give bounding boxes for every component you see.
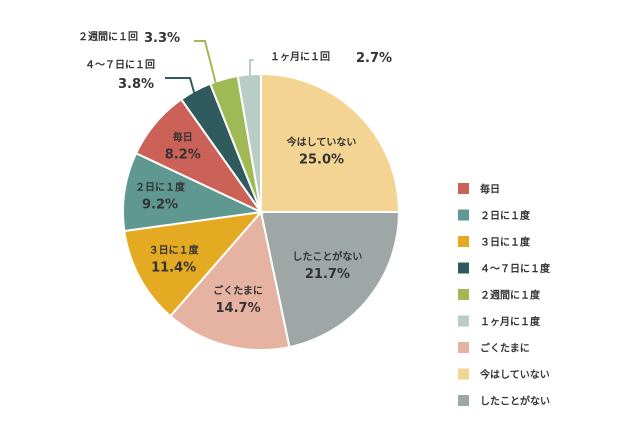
legend-swatch-4 xyxy=(458,289,469,300)
slice-label-value-7: 3.3% xyxy=(144,31,180,46)
legend-swatch-1 xyxy=(458,209,469,221)
legend-swatch-5 xyxy=(458,315,469,327)
slice-label-name-2: ごくたまに xyxy=(213,284,263,297)
legend-swatch-7 xyxy=(458,368,469,380)
legend-swatch-8 xyxy=(458,395,469,406)
legend-label-8: したことがない xyxy=(480,395,550,408)
slice-label-name-1: したことがない xyxy=(292,250,362,263)
slice-label-value-3: 11.4% xyxy=(151,260,196,275)
legend-label-6: ごくたまに xyxy=(480,342,530,355)
legend-swatch-3 xyxy=(458,262,469,274)
legend-swatch-0 xyxy=(458,183,469,194)
pie-slice-0 xyxy=(260,72,401,213)
leader-line-6 xyxy=(165,77,197,100)
legend-label-2: ３日に１度 xyxy=(480,236,531,249)
slice-label-name-4: ２日に１度 xyxy=(135,181,186,194)
legend-label-0: 毎日 xyxy=(480,183,500,196)
slice-label-value-0: 25.0% xyxy=(299,152,344,167)
slice-label-name-3: ３日に１度 xyxy=(149,243,200,256)
slice-label-value-8: 2.7% xyxy=(356,51,392,66)
legend-label-3: ４～７日に１度 xyxy=(480,262,551,275)
legend-swatch-2 xyxy=(458,236,469,247)
slice-label-name-7: ２週間に１回 xyxy=(78,31,138,43)
leader-line-7 xyxy=(194,40,217,85)
legend: 毎日 ２日に１度 ３日に１度 ４～７日に１度 ２週間に１度 １ヶ月に１度ごくたまに今はして… xyxy=(458,183,551,408)
pie-slice-4 xyxy=(122,151,265,233)
pie-slice-3 xyxy=(123,210,264,318)
pie-slice-2 xyxy=(168,209,291,351)
legend-label-1: ２日に１度 xyxy=(480,209,531,222)
slice-label-name-5: 毎日 xyxy=(173,130,193,143)
slice-label-name-0: 今はしていない xyxy=(286,135,357,148)
legend-label-5: １ヶ月に１度 xyxy=(480,315,541,328)
slice-label-name-6: ４～７日に１回 xyxy=(85,59,155,71)
slice-label-value-4: 9.2% xyxy=(142,198,178,213)
pie-slice-1 xyxy=(259,211,401,349)
slice-label-value-2: 14.7% xyxy=(216,301,261,316)
legend-swatch-6 xyxy=(458,342,469,353)
slice-label-value-6: 3.8% xyxy=(118,77,154,92)
slice-label-name-8: １ヶ月に１回 xyxy=(270,51,330,63)
leader-line-8 xyxy=(249,59,254,78)
slice-label-value-5: 8.2% xyxy=(165,147,201,162)
legend-label-7: 今はしていない xyxy=(479,368,550,381)
legend-label-4: ２週間に１度 xyxy=(480,289,541,302)
slice-label-value-1: 21.7% xyxy=(305,267,350,282)
